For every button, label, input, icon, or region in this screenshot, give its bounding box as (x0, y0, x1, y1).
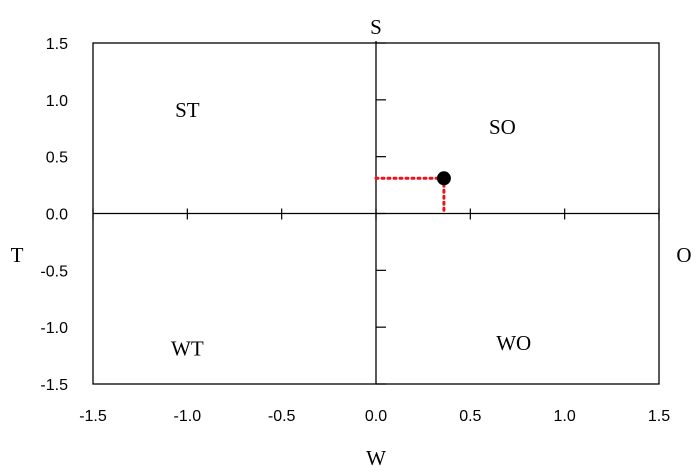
x-tick-label-2: -0.5 (268, 408, 296, 425)
quadrant-label-wo: WO (496, 331, 531, 355)
axis-label-left: T (11, 243, 24, 267)
points-group (436, 171, 451, 186)
y-tick-label-1: -1.0 (40, 320, 68, 337)
tick-labels-group: -1.5 -1.0 -0.5 0.0 0.5 1.0 1.5 -1.5 -1.0 -0.5 0.0 0… (40, 36, 670, 425)
ticks-group (92, 42, 660, 385)
axis-label-right: O (676, 243, 691, 267)
y-tick-label-5: 1.0 (46, 93, 68, 110)
y-tick-label-3: 0.0 (46, 207, 68, 224)
y-tick-label-4: 0.5 (46, 150, 68, 167)
x-tick-label-5: 1.0 (554, 408, 576, 425)
x-tick-label-0: -1.5 (79, 408, 107, 425)
x-tick-label-6: 1.5 (648, 408, 670, 425)
y-tick-label-0: -1.5 (40, 377, 68, 394)
quadrant-label-wt: WT (171, 337, 204, 361)
axis-label-top: S (370, 15, 382, 39)
quadrant-labels-group: ST SO WT WO (171, 98, 531, 361)
guide-lines-group (374, 176, 446, 215)
data-point-0 (436, 171, 451, 186)
y-tick-label-2: -0.5 (40, 263, 68, 280)
x-tick-label-4: 0.5 (459, 408, 481, 425)
x-tick-label-3: 0.0 (365, 408, 387, 425)
y-tick-label-6: 1.5 (46, 36, 68, 53)
x-tick-label-1: -1.0 (174, 408, 202, 425)
axis-label-bottom: W (366, 446, 386, 470)
quadrant-label-st: ST (175, 98, 200, 122)
quadrant-label-so: SO (489, 115, 516, 139)
